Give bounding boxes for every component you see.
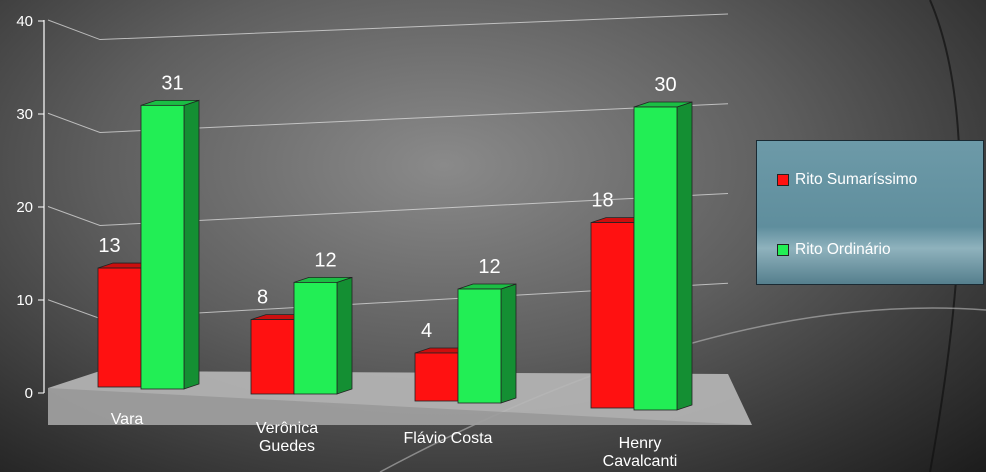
data-labels: 13 8 4 18 31 12 12 30: [98, 72, 676, 342]
grid-line-20: [47, 193, 729, 227]
data-label: 4: [421, 320, 432, 342]
x-category-label: Guedes: [259, 438, 315, 455]
grid-line-30: [47, 103, 729, 134]
legend-label-sumarissimo: Rito Sumaríssimo: [795, 171, 918, 188]
bar-side: [676, 101, 693, 411]
x-category-label: Cavalcanti: [603, 453, 678, 470]
floor-shadow: [48, 388, 752, 425]
data-label: 13: [98, 235, 120, 257]
y-tick-label: 20: [16, 199, 33, 216]
bars-group: [97, 99, 693, 411]
legend-item-ordinario: Rito Ordinário: [777, 241, 891, 259]
bar: [293, 281, 338, 395]
x-category-label: Flávio Costa: [404, 430, 493, 447]
grid-line-40: [47, 13, 729, 41]
bar-side: [183, 99, 200, 390]
legend-label-ordinario: Rito Ordinário: [795, 241, 891, 258]
x-category-label: Vara: [111, 411, 144, 428]
y-tick-label: 40: [16, 13, 33, 30]
x-category-label: Verônica: [256, 420, 318, 437]
bar: [250, 319, 295, 395]
data-label: 30: [654, 74, 676, 96]
bar: [590, 222, 635, 409]
y-axis: [38, 20, 45, 394]
bar: [457, 288, 502, 404]
data-label: 12: [478, 256, 500, 278]
legend-swatch-green: [777, 244, 789, 256]
bar-side: [336, 276, 353, 395]
y-tick-label: 10: [16, 292, 33, 309]
chart-floor: [48, 371, 752, 425]
y-tick-labels: 0 10 20 30 40: [16, 13, 33, 402]
data-label: 12: [314, 249, 336, 271]
data-label: 18: [591, 190, 613, 212]
legend: Rito Sumaríssimo Rito Ordinário: [756, 140, 984, 285]
data-label: 31: [161, 72, 183, 94]
y-tick-label: 30: [16, 106, 33, 123]
legend-swatch-red: [777, 174, 789, 186]
data-label: 8: [257, 287, 268, 309]
x-category-label: Henry: [619, 435, 662, 452]
bar-side: [500, 283, 517, 404]
bar: [633, 106, 678, 411]
bar: [97, 267, 142, 388]
bar: [414, 352, 459, 402]
bar: [140, 104, 185, 390]
legend-item-sumarissimo: Rito Sumaríssimo: [777, 171, 917, 189]
y-tick-label: 0: [25, 385, 33, 402]
